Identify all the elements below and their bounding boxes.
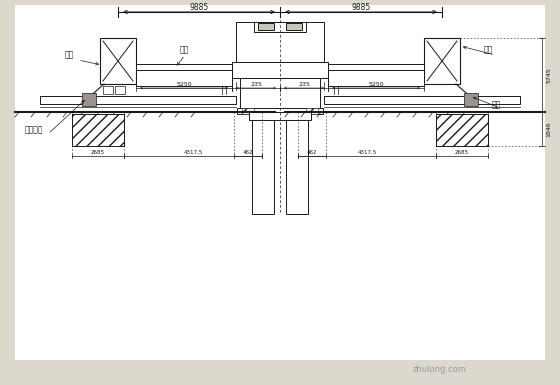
Text: 5250: 5250 [176,82,192,87]
Bar [136,70,232,86]
Bar [464,93,478,106]
Bar [252,114,274,214]
Bar [236,22,324,62]
Bar [328,70,424,86]
Bar [324,96,520,104]
Bar [436,114,488,146]
Text: 9885: 9885 [351,2,371,12]
Text: 支橕托架: 支橕托架 [25,126,44,134]
Bar [286,23,302,30]
Text: 4317.5: 4317.5 [357,149,377,154]
Text: 横梁: 横梁 [180,45,189,55]
Text: 462: 462 [242,149,253,154]
Text: zhulong.com: zhulong.com [413,365,467,375]
Text: 4317.5: 4317.5 [183,149,203,154]
Text: 462: 462 [307,149,318,154]
Bar [286,114,308,214]
Text: 235: 235 [298,82,310,87]
Bar [254,22,306,32]
Bar [328,64,424,70]
Bar [249,112,311,120]
Bar [242,108,254,114]
Bar [100,38,136,84]
Text: 墅顶: 墅顶 [484,45,493,55]
Bar [82,93,96,106]
Bar [115,86,125,94]
Text: 2685: 2685 [91,149,105,154]
Bar [237,108,323,114]
Bar [72,114,124,146]
Bar [306,108,318,114]
Text: 2685: 2685 [455,149,469,154]
Bar [136,64,232,70]
Bar [232,62,328,78]
Text: 235: 235 [250,82,262,87]
Bar [424,38,460,84]
Bar [258,23,274,30]
Text: 1846: 1846 [547,121,552,137]
Text: 5745: 5745 [547,67,552,83]
Bar [240,78,320,108]
Bar [103,86,113,94]
Text: 主梁: 主梁 [65,50,74,60]
Text: 小车: 小车 [492,100,501,109]
Text: 5250: 5250 [368,82,384,87]
Bar [40,96,236,104]
Text: 9885: 9885 [189,2,209,12]
